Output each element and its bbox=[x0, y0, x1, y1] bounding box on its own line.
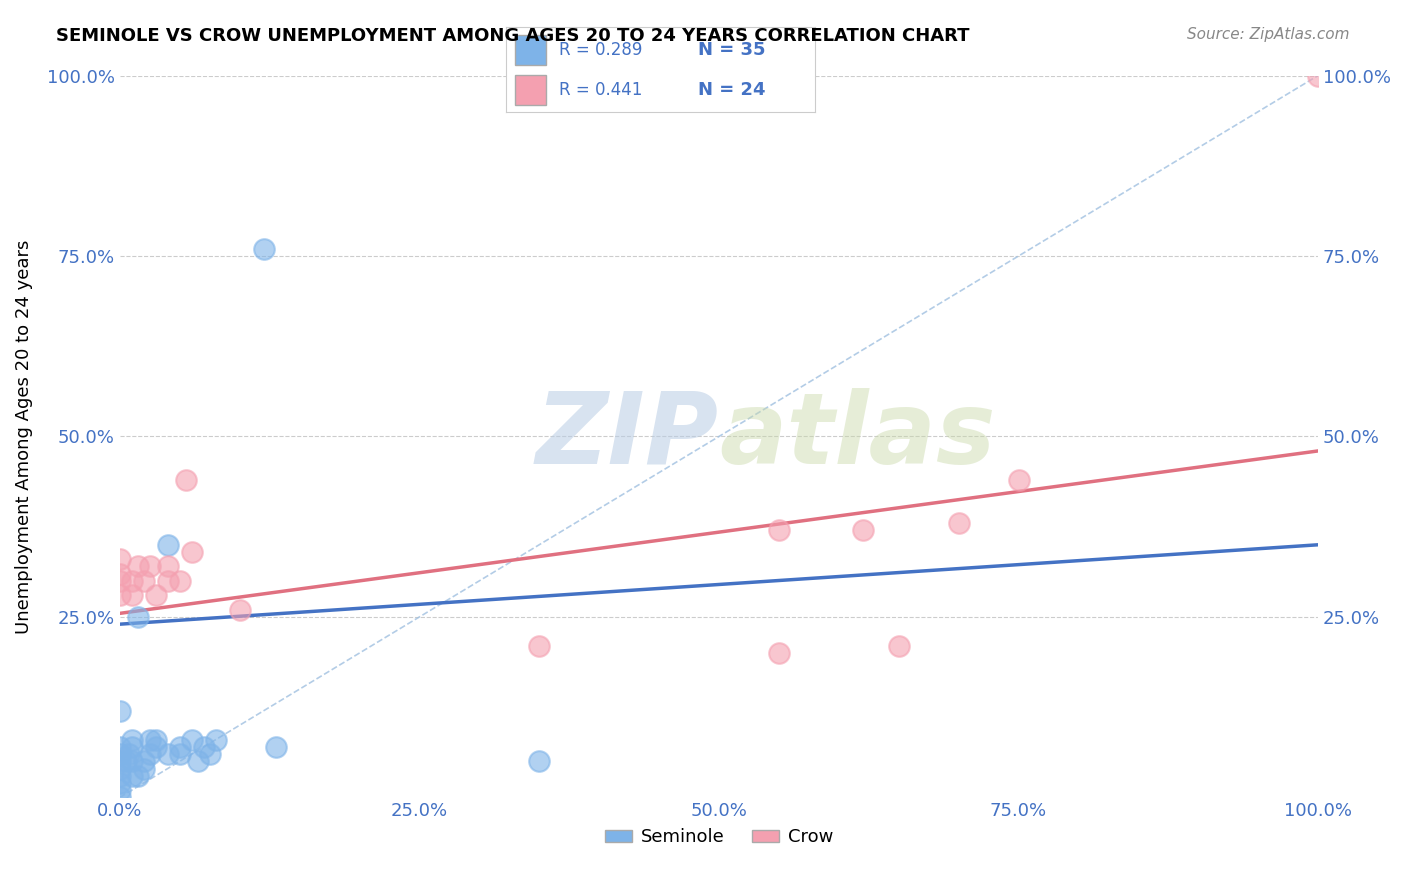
Point bbox=[768, 646, 790, 660]
Point bbox=[174, 473, 197, 487]
Point bbox=[132, 755, 155, 769]
Point bbox=[169, 747, 191, 761]
Point bbox=[127, 559, 149, 574]
Point bbox=[138, 559, 160, 574]
Point bbox=[252, 242, 274, 256]
Point bbox=[108, 776, 131, 790]
Text: N = 24: N = 24 bbox=[697, 81, 765, 99]
Bar bbox=[516, 75, 547, 104]
Point bbox=[108, 747, 131, 761]
Text: R = 0.441: R = 0.441 bbox=[558, 81, 643, 99]
Point bbox=[145, 739, 167, 754]
Point bbox=[121, 755, 143, 769]
Point bbox=[108, 704, 131, 718]
Point bbox=[121, 588, 143, 602]
Point bbox=[527, 639, 550, 653]
Point bbox=[1308, 69, 1330, 83]
Point bbox=[118, 747, 141, 761]
Point bbox=[121, 769, 143, 783]
Point bbox=[127, 610, 149, 624]
Point bbox=[108, 574, 131, 588]
Text: Source: ZipAtlas.com: Source: ZipAtlas.com bbox=[1187, 27, 1350, 42]
Point bbox=[145, 732, 167, 747]
Point bbox=[132, 762, 155, 776]
Point bbox=[127, 769, 149, 783]
Point bbox=[138, 747, 160, 761]
Text: SEMINOLE VS CROW UNEMPLOYMENT AMONG AGES 20 TO 24 YEARS CORRELATION CHART: SEMINOLE VS CROW UNEMPLOYMENT AMONG AGES… bbox=[56, 27, 970, 45]
Point bbox=[156, 559, 179, 574]
Point bbox=[156, 574, 179, 588]
Text: ZIP: ZIP bbox=[536, 388, 718, 485]
Legend: Seminole, Crow: Seminole, Crow bbox=[598, 821, 841, 854]
Point bbox=[852, 524, 875, 538]
Point bbox=[145, 588, 167, 602]
Point bbox=[108, 762, 131, 776]
Point bbox=[768, 524, 790, 538]
Point bbox=[204, 732, 226, 747]
Point bbox=[156, 538, 179, 552]
Point bbox=[180, 732, 202, 747]
Point bbox=[138, 732, 160, 747]
Point bbox=[108, 566, 131, 581]
Point bbox=[108, 783, 131, 797]
Y-axis label: Unemployment Among Ages 20 to 24 years: Unemployment Among Ages 20 to 24 years bbox=[15, 239, 32, 633]
Point bbox=[180, 545, 202, 559]
Point bbox=[1007, 473, 1029, 487]
Text: N = 35: N = 35 bbox=[697, 41, 765, 59]
Point bbox=[108, 552, 131, 566]
Text: atlas: atlas bbox=[718, 388, 995, 485]
Bar bbox=[516, 36, 547, 65]
Point bbox=[121, 739, 143, 754]
Point bbox=[228, 603, 250, 617]
Text: R = 0.289: R = 0.289 bbox=[558, 41, 643, 59]
Point bbox=[121, 574, 143, 588]
Point bbox=[527, 755, 550, 769]
Point bbox=[108, 769, 131, 783]
Point bbox=[193, 739, 215, 754]
Point bbox=[887, 639, 910, 653]
Point bbox=[121, 732, 143, 747]
Point bbox=[114, 755, 136, 769]
Point bbox=[108, 790, 131, 805]
Point bbox=[108, 588, 131, 602]
Point bbox=[108, 739, 131, 754]
Point bbox=[187, 755, 209, 769]
Point bbox=[264, 739, 287, 754]
Point bbox=[132, 574, 155, 588]
Point bbox=[169, 739, 191, 754]
Point bbox=[198, 747, 221, 761]
Point bbox=[156, 747, 179, 761]
Point bbox=[169, 574, 191, 588]
Point bbox=[948, 516, 970, 530]
Point bbox=[108, 755, 131, 769]
